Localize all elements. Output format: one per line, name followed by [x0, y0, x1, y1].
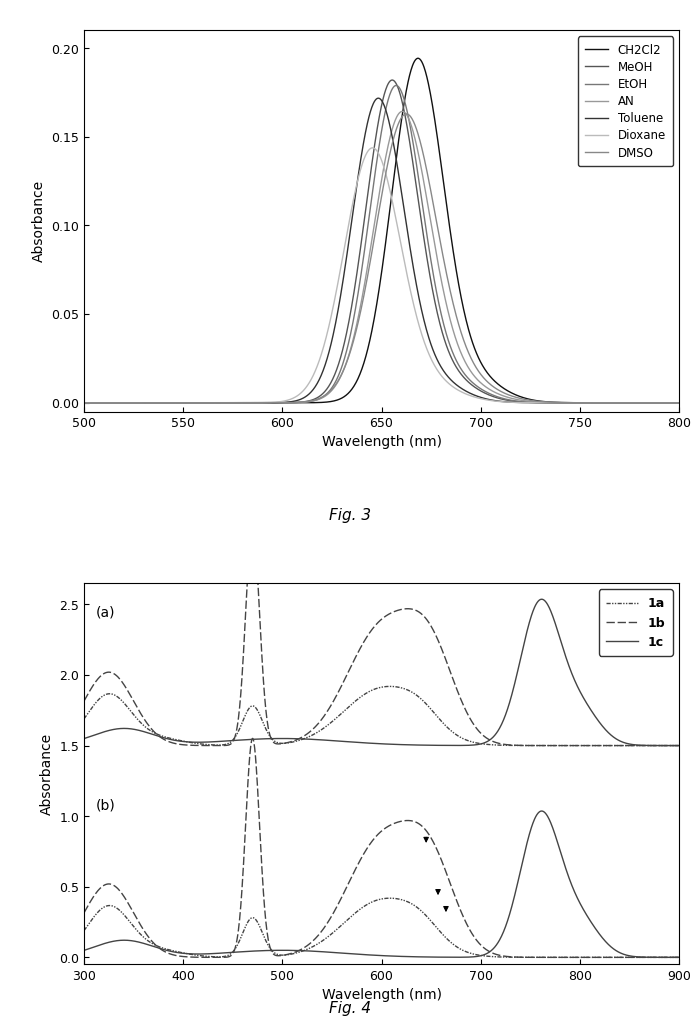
CH2Cl2: [338, 392, 346, 404]
DMSO: [338, 367, 346, 380]
MeOH: [80, 397, 88, 409]
EtOH: [675, 397, 683, 409]
AN: [80, 397, 88, 409]
DMSO: [393, 122, 401, 134]
EtOH: [280, 397, 288, 409]
Text: (b): (b): [96, 798, 116, 813]
DMSO: [80, 397, 88, 409]
EtOH: [159, 397, 167, 409]
AN: [338, 367, 346, 380]
CH2Cl2: [180, 397, 188, 409]
EtOH: [392, 80, 400, 92]
X-axis label: Wavelength (nm): Wavelength (nm): [321, 435, 442, 449]
DMSO: [402, 108, 411, 120]
Line: MeOH: MeOH: [84, 80, 679, 403]
MeOH: [675, 397, 683, 409]
Line: AN: AN: [84, 112, 679, 403]
MeOH: [280, 397, 288, 409]
AN: [405, 115, 414, 127]
EtOH: [180, 397, 188, 409]
Line: EtOH: EtOH: [84, 86, 679, 403]
AN: [280, 397, 288, 409]
Line: Dioxane: Dioxane: [84, 148, 679, 403]
Toluene: [280, 396, 288, 408]
MeOH: [388, 74, 396, 86]
Dioxane: [180, 397, 188, 409]
Toluene: [405, 239, 414, 251]
CH2Cl2: [280, 397, 288, 409]
CH2Cl2: [675, 397, 683, 409]
CH2Cl2: [414, 52, 422, 65]
DMSO: [675, 397, 683, 409]
Toluene: [338, 281, 346, 293]
EtOH: [338, 360, 346, 372]
Dioxane: [368, 142, 377, 154]
Dioxane: [80, 397, 88, 409]
Dioxane: [338, 254, 346, 267]
Line: CH2Cl2: CH2Cl2: [84, 58, 679, 403]
Toluene: [393, 159, 401, 171]
Dioxane: [159, 397, 167, 409]
MeOH: [405, 135, 414, 148]
Dioxane: [393, 219, 401, 231]
Toluene: [180, 397, 188, 409]
DMSO: [159, 397, 167, 409]
MeOH: [393, 80, 401, 92]
Toluene: [80, 397, 88, 409]
EtOH: [405, 117, 414, 129]
Text: (a): (a): [96, 604, 116, 619]
EtOH: [80, 397, 88, 409]
Toluene: [159, 397, 167, 409]
CH2Cl2: [80, 397, 88, 409]
Legend: CH2Cl2, MeOH, EtOH, AN, Toluene, Dioxane, DMSO: CH2Cl2, MeOH, EtOH, AN, Toluene, Dioxane…: [578, 37, 673, 166]
Y-axis label: Absorbance: Absorbance: [40, 733, 54, 815]
Text: Fig. 4: Fig. 4: [329, 1000, 371, 1016]
Line: Toluene: Toluene: [84, 98, 679, 403]
CH2Cl2: [405, 72, 413, 84]
Dioxane: [405, 281, 414, 293]
Legend: 1a, 1b, 1c: 1a, 1b, 1c: [599, 590, 673, 656]
Text: Fig. 3: Fig. 3: [329, 508, 371, 523]
Dioxane: [675, 397, 683, 409]
Dioxane: [280, 395, 288, 407]
Toluene: [675, 397, 683, 409]
AN: [675, 397, 683, 409]
Line: DMSO: DMSO: [84, 114, 679, 403]
MeOH: [338, 346, 346, 358]
AN: [159, 397, 167, 409]
DMSO: [280, 397, 288, 409]
AN: [398, 106, 406, 118]
Y-axis label: Absorbance: Absorbance: [32, 181, 46, 263]
EtOH: [393, 80, 401, 92]
MeOH: [180, 397, 188, 409]
AN: [393, 111, 401, 123]
X-axis label: Wavelength (nm): Wavelength (nm): [321, 988, 442, 1001]
Toluene: [374, 92, 382, 105]
AN: [180, 397, 188, 409]
MeOH: [159, 397, 167, 409]
CH2Cl2: [159, 397, 167, 409]
DMSO: [405, 110, 414, 122]
CH2Cl2: [393, 150, 401, 162]
DMSO: [180, 397, 188, 409]
